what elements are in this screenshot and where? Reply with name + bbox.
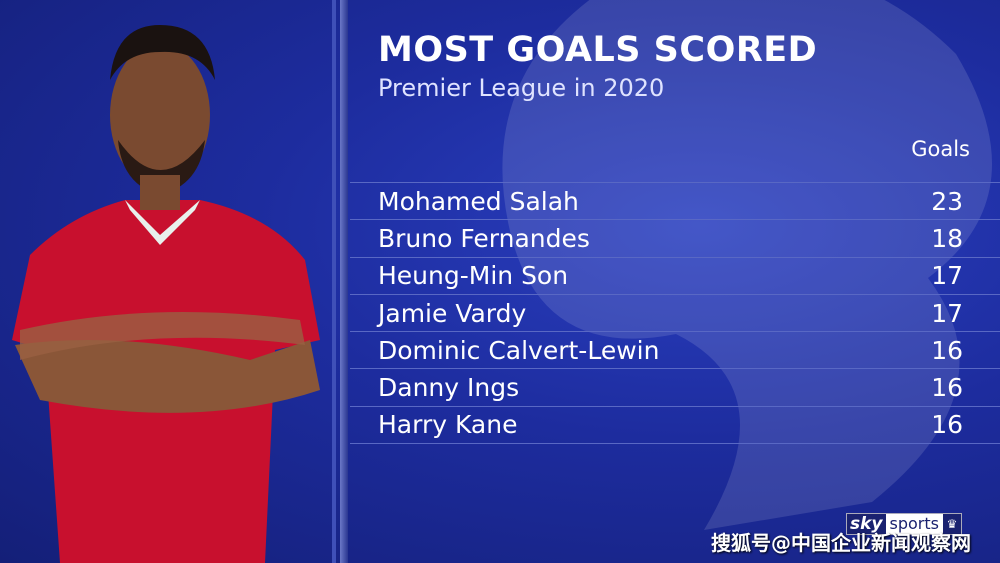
divider-bar (332, 0, 336, 563)
player-name: Heung-Min Son (378, 261, 569, 291)
player-name: Bruno Fernandes (378, 223, 590, 253)
table-row: Bruno Fernandes 18 (350, 220, 1000, 258)
table-row: Heung-Min Son 17 (350, 258, 1000, 295)
player-name: Harry Kane (378, 410, 518, 440)
table-row: Mohamed Salah 23 (350, 183, 1000, 221)
player-photo (12, 25, 320, 563)
table-row: Dominic Calvert-Lewin 16 (350, 332, 1000, 370)
goals-value: 17 (931, 261, 963, 291)
goals-value: 23 (931, 186, 963, 216)
player-name: Jamie Vardy (378, 298, 527, 328)
goals-value: 17 (931, 298, 963, 328)
goals-value: 18 (931, 223, 963, 253)
goals-value: 16 (931, 335, 963, 365)
source-watermark: 搜狐号@中国企业新闻观察网 (711, 531, 971, 555)
table-row: Harry Kane 16 (350, 407, 1000, 445)
sky-sports-logo: sky sports ♛ (846, 513, 962, 535)
graphic-title: MOST GOALS SCORED (378, 30, 818, 70)
graphic-subtitle: Premier League in 2020 (378, 74, 665, 102)
table-row: Danny Ings 16 (350, 369, 1000, 407)
player-name: Danny Ings (378, 373, 520, 403)
table-row: Jamie Vardy 17 (350, 295, 1000, 333)
player-name: Dominic Calvert-Lewin (378, 335, 660, 365)
premier-league-lion-watermark (502, 0, 992, 530)
player-name: Mohamed Salah (378, 186, 579, 216)
premier-league-icon: ♛ (946, 517, 958, 531)
goals-value: 16 (931, 410, 963, 440)
goals-table: Mohamed Salah 23 Bruno Fernandes 18 Heung-… (350, 182, 1000, 445)
divider-bar (340, 0, 348, 563)
goals-column-header: Goals (911, 137, 970, 161)
goals-value: 16 (931, 373, 963, 403)
